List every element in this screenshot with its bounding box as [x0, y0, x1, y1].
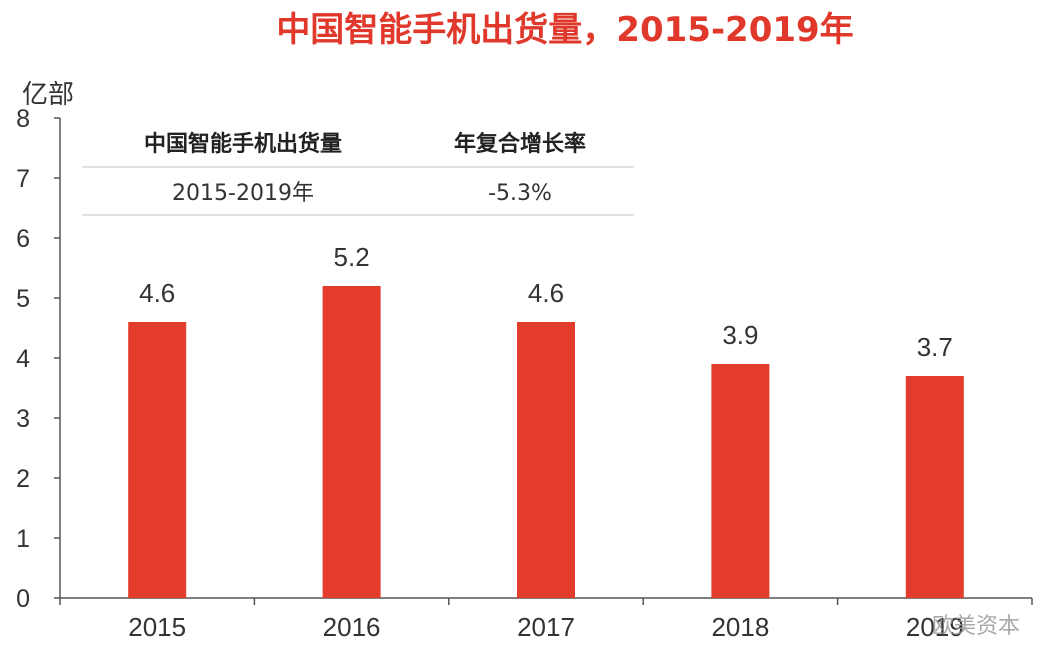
y-tick-label: 8 — [16, 105, 30, 133]
bars — [128, 286, 964, 598]
bar-2016 — [322, 286, 381, 598]
y-tick-label: 1 — [16, 525, 30, 553]
data-label-2017: 4.6 — [528, 278, 564, 308]
summary-table: 中国智能手机出货量 年复合增长率 2015-2019年 -5.3% — [82, 131, 634, 216]
table-cell-period: 2015-2019年 — [172, 181, 314, 206]
bar-2019 — [905, 376, 964, 598]
table-cell-cagr: -5.3% — [488, 181, 552, 206]
x-tick-label-2015: 2015 — [128, 612, 186, 642]
x-tick-label-2019: 2019 — [906, 612, 964, 642]
x-tick-label-2017: 2017 — [517, 612, 575, 642]
axes: 0 1 2 3 4 5 6 7 8 2015 2016 2017 2018 2019 — [16, 105, 1033, 642]
data-label-2016: 5.2 — [334, 242, 370, 272]
y-unit-label: 亿部 — [22, 80, 74, 110]
y-tick-label: 3 — [16, 405, 30, 433]
watermark-text: 欧美资本 — [932, 614, 1020, 639]
y-tick-label: 6 — [16, 225, 30, 253]
y-tick-label: 4 — [16, 345, 30, 373]
x-tick-label-2016: 2016 — [323, 612, 381, 642]
y-tick-label: 7 — [16, 165, 30, 193]
bar-2018 — [711, 364, 770, 598]
data-label-2018: 3.9 — [722, 320, 758, 350]
table-header-cagr: 年复合增长率 — [454, 131, 586, 157]
chart-title: 中国智能手机出货量，2015-2019年 — [276, 10, 853, 50]
data-labels: 4.6 5.2 4.6 3.9 3.7 — [139, 242, 953, 362]
data-label-2019: 3.7 — [917, 332, 953, 362]
data-label-2015: 4.6 — [139, 278, 175, 308]
table-header-shipments: 中国智能手机出货量 — [144, 131, 342, 157]
y-tick-label: 0 — [16, 585, 30, 613]
y-tick-label: 2 — [16, 465, 30, 493]
x-tick-label-2018: 2018 — [711, 612, 769, 642]
bar-2015 — [128, 322, 187, 598]
bar-2017 — [517, 322, 575, 598]
y-tick-label: 5 — [16, 285, 30, 313]
